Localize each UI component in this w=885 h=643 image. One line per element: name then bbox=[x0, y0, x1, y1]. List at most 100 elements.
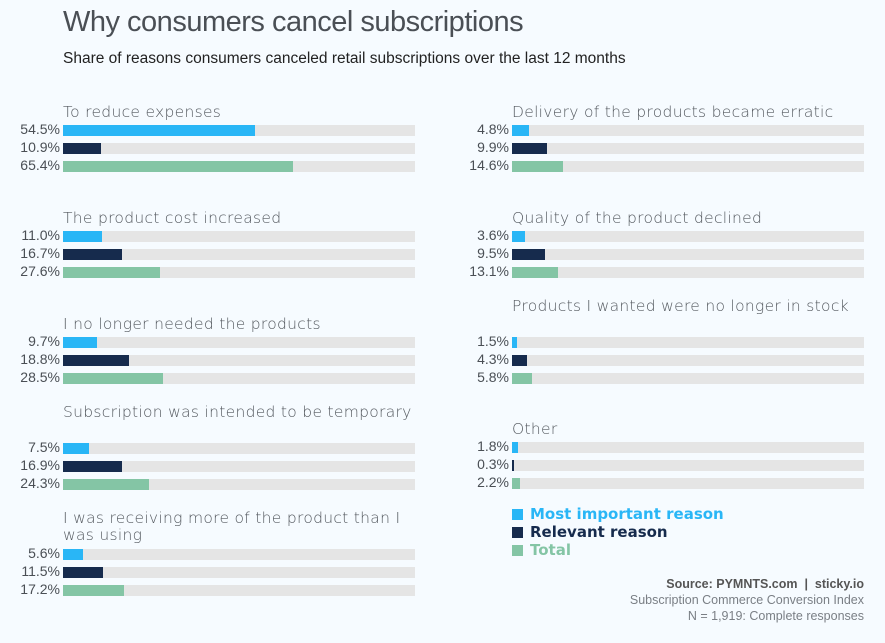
value-label: 27.6% bbox=[20, 263, 60, 279]
bar-track bbox=[63, 249, 415, 260]
bar-row: 17.2% bbox=[20, 581, 415, 597]
value-label: 9.7% bbox=[28, 333, 60, 349]
bar-track bbox=[512, 373, 864, 384]
value-label: 14.6% bbox=[469, 157, 509, 173]
bar-track bbox=[512, 460, 864, 471]
bar-row: 1.8% bbox=[477, 438, 864, 454]
value-label: 4.8% bbox=[477, 121, 509, 137]
bar-row: 4.3% bbox=[477, 351, 864, 367]
bar-track bbox=[63, 567, 415, 578]
value-label: 4.3% bbox=[477, 351, 509, 367]
value-label: 11.0% bbox=[21, 227, 60, 243]
bar-row: 27.6% bbox=[20, 263, 415, 279]
bar-track bbox=[512, 161, 864, 172]
bar-total bbox=[63, 479, 149, 490]
legend-item-total: Total bbox=[512, 541, 724, 559]
legend-label: Relevant reason bbox=[530, 523, 668, 541]
bar-row: 1.5% bbox=[477, 333, 864, 349]
bar-track bbox=[63, 443, 415, 454]
bar-row: 3.6% bbox=[477, 227, 864, 243]
value-label: 9.9% bbox=[477, 139, 509, 155]
legend-swatch bbox=[512, 544, 523, 556]
bar-track bbox=[63, 355, 415, 366]
bar-total bbox=[63, 267, 161, 278]
bar-total bbox=[63, 161, 294, 172]
chart-title: Why consumers cancel subscriptions bbox=[63, 6, 524, 38]
category-label: Subscription was intended to be temporar… bbox=[63, 403, 412, 421]
category-label: Other bbox=[512, 420, 558, 438]
sample-size: N = 1,919: Complete responses bbox=[687, 609, 864, 623]
source-index: Subscription Commerce Conversion Index bbox=[629, 593, 864, 607]
bar-most-important-reason bbox=[63, 549, 83, 560]
value-label: 17.2% bbox=[20, 581, 60, 597]
bar-row: 5.8% bbox=[477, 369, 864, 385]
bar-relevant-reason bbox=[63, 355, 130, 366]
legend-swatch bbox=[512, 508, 523, 520]
bar-row: 10.9% bbox=[20, 139, 415, 155]
bar-row: 9.7% bbox=[28, 333, 415, 349]
value-label: 5.8% bbox=[477, 369, 509, 385]
category-label: I no longer needed the products bbox=[63, 315, 321, 333]
value-label: 24.3% bbox=[20, 475, 60, 491]
value-label: 54.5% bbox=[20, 121, 60, 137]
bar-row: 11.5% bbox=[21, 563, 415, 579]
bar-track bbox=[63, 231, 415, 242]
value-label: 18.8% bbox=[20, 351, 60, 367]
category-label: Products I wanted were no longer in stoc… bbox=[512, 297, 849, 315]
bar-most-important-reason bbox=[512, 337, 518, 348]
source-note: Source: PYMNTS.com | sticky.io Subscript… bbox=[630, 576, 864, 624]
bar-most-important-reason bbox=[512, 231, 525, 242]
bar-track bbox=[63, 337, 415, 348]
value-label: 3.6% bbox=[477, 227, 509, 243]
bar-track bbox=[63, 549, 415, 560]
bar-total bbox=[63, 585, 124, 596]
bar-track bbox=[63, 373, 415, 384]
bar-track bbox=[512, 267, 864, 278]
value-label: 9.5% bbox=[477, 245, 509, 261]
bar-total bbox=[512, 373, 533, 384]
legend-item-relevant: Relevant reason bbox=[512, 523, 724, 541]
value-label: 16.9% bbox=[20, 457, 60, 473]
bar-track bbox=[63, 585, 415, 596]
bar-row: 13.1% bbox=[469, 263, 864, 279]
value-label: 65.4% bbox=[20, 157, 60, 173]
value-label: 28.5% bbox=[20, 369, 60, 385]
bar-track bbox=[63, 479, 415, 490]
bar-row: 4.8% bbox=[477, 121, 864, 137]
bar-relevant-reason bbox=[512, 355, 528, 366]
bar-most-important-reason bbox=[512, 442, 519, 453]
bar-total bbox=[63, 373, 164, 384]
bar-row: 2.2% bbox=[477, 474, 864, 490]
bar-total bbox=[512, 478, 520, 489]
bar-total bbox=[512, 161, 564, 172]
bar-total bbox=[512, 267, 559, 278]
category-label: I was receiving more of the product than… bbox=[63, 509, 401, 544]
category-label: To reduce expenses bbox=[63, 103, 222, 121]
category-label: The product cost increased bbox=[63, 209, 282, 227]
bar-track bbox=[512, 355, 864, 366]
bar-row: 18.8% bbox=[20, 351, 415, 367]
value-label: 16.7% bbox=[20, 245, 60, 261]
value-label: 2.2% bbox=[477, 474, 509, 490]
chart-subtitle: Share of reasons consumers canceled reta… bbox=[63, 50, 626, 67]
bar-relevant-reason bbox=[63, 461, 123, 472]
value-label: 10.9% bbox=[20, 139, 60, 155]
bar-row: 9.5% bbox=[477, 245, 864, 261]
bar-relevant-reason bbox=[63, 249, 122, 260]
bar-most-important-reason bbox=[512, 125, 529, 136]
legend: Most important reason Relevant reason To… bbox=[512, 505, 724, 559]
bar-row: 16.7% bbox=[20, 245, 415, 261]
bar-row: 5.6% bbox=[28, 545, 415, 561]
bar-track bbox=[512, 478, 864, 489]
bar-relevant-reason bbox=[512, 460, 514, 471]
legend-item-most-important: Most important reason bbox=[512, 505, 724, 523]
bar-relevant-reason bbox=[63, 143, 102, 154]
category-label: Delivery of the products became erratic bbox=[512, 103, 834, 121]
bar-track bbox=[63, 267, 415, 278]
bar-track bbox=[512, 249, 864, 260]
bar-row: 65.4% bbox=[20, 157, 415, 173]
bar-most-important-reason bbox=[63, 443, 90, 454]
value-label: 13.1% bbox=[469, 263, 509, 279]
bar-track bbox=[512, 231, 864, 242]
bar-row: 28.5% bbox=[20, 369, 415, 385]
